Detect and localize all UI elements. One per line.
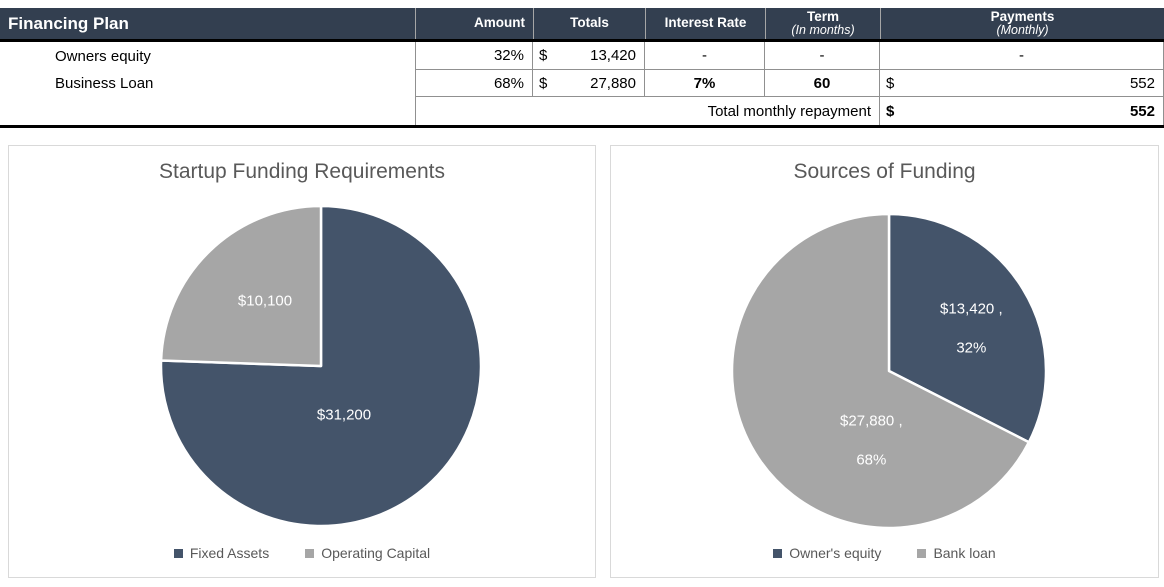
term-header-sub: (In months) [791,23,855,38]
payments-header-label: Payments [990,8,1055,24]
column-header-amount[interactable]: Amount [415,8,533,39]
currency-symbol: $ [886,102,895,120]
totals-value: 27,880 [590,74,636,92]
pie-data-label-operating-capital: $10,100 [237,292,293,310]
label-line-1: $13,420 , [940,299,1003,317]
chart-legend: Owner's equity Bank loan [611,545,1158,561]
term-cell[interactable]: 60 [765,70,880,97]
payments-cell[interactable]: - [880,42,1164,70]
startup-funding-chart-panel[interactable]: Startup Funding Requirements $10,100 $31… [8,145,596,578]
table-footer-row: Total monthly repayment $ 552 [0,97,1164,125]
legend-label: Fixed Assets [189,545,270,561]
chart-title: Sources of Funding [793,160,976,183]
legend-item-owners-equity[interactable]: Owner's equity [773,545,881,561]
startup-funding-pie[interactable] [9,146,595,577]
column-header-term[interactable]: Term (In months) [765,8,880,39]
payments-value: 552 [1129,74,1155,92]
interest-rate-cell[interactable]: 7% [645,70,765,97]
table-row-owners-equity: Owners equity 32% $ 13,420 - - - [0,42,1164,70]
legend-label: Bank loan [933,545,996,561]
column-header-interest-rate[interactable]: Interest Rate [645,8,765,39]
row-label-cell[interactable]: Owners equity [55,47,151,65]
totals-value: 13,420 [590,47,636,64]
column-header-totals[interactable]: Totals [533,8,645,39]
currency-symbol: $ [539,74,548,92]
total-monthly-repayment-label[interactable]: Total monthly repayment [415,97,880,125]
footer-spacer [0,97,415,125]
legend-marker-icon [173,548,183,558]
legend-marker-icon [305,548,315,558]
payments-cell[interactable]: $ 552 [880,70,1164,97]
table-header-row: Financing Plan Amount Totals Interest Ra… [0,8,1164,42]
pie-data-label-fixed-assets: $31,200 [316,406,372,424]
term-header-label: Term [806,8,839,24]
table-row-business-loan: Business Loan 68% $ 27,880 7% 60 $ 552 [0,70,1164,97]
amount-cell[interactable]: 32% [415,42,533,70]
totals-cell[interactable]: $ 27,880 [533,70,645,97]
table-title: Financing Plan [8,13,129,33]
payments-header-sub: (Monthly) [996,23,1049,38]
pie-data-label-bank-loan: $27,880 , 68% [823,391,903,489]
term-cell[interactable]: - [765,42,880,70]
legend-item-bank-loan[interactable]: Bank loan [917,545,996,561]
legend-item-fixed-assets[interactable]: Fixed Assets [173,545,270,561]
pie-data-label-owners-equity: $13,420 , 32% [923,279,1003,377]
legend-item-operating-capital[interactable]: Operating Capital [305,545,430,561]
totals-cell[interactable]: $ 13,420 [533,42,645,70]
label-line-2: 68% [856,450,887,468]
currency-symbol: $ [886,74,895,92]
label-line-1: $27,880 , [840,411,903,429]
row-label-cell[interactable]: Business Loan [55,75,154,92]
label-line-2: 32% [956,338,987,356]
chart-legend: Fixed Assets Operating Capital [9,545,595,561]
legend-label: Operating Capital [321,545,431,561]
interest-rate-cell[interactable]: - [645,42,765,70]
pie-slice-owner-s-equity[interactable] [887,212,1048,444]
chart-title: Startup Funding Requirements [159,160,445,183]
financing-plan-table: Financing Plan Amount Totals Interest Ra… [0,8,1164,128]
amount-cell[interactable]: 68% [415,70,533,97]
sources-of-funding-pie[interactable] [611,146,1158,577]
legend-marker-icon [773,548,783,558]
currency-symbol: $ [539,47,548,64]
total-monthly-repayment-cell[interactable]: $ 552 [880,97,1164,125]
legend-marker-icon [917,548,927,558]
legend-label: Owner's equity [789,545,882,561]
column-header-payments[interactable]: Payments (Monthly) [880,8,1164,39]
pie-slice-bank-loan[interactable] [730,212,1031,530]
pie-slice-operating-capital[interactable] [159,204,323,368]
sources-of-funding-chart-panel[interactable]: Sources of Funding $13,420 , 32% $27,880… [610,145,1159,578]
total-repayment-value: 552 [1129,102,1155,120]
